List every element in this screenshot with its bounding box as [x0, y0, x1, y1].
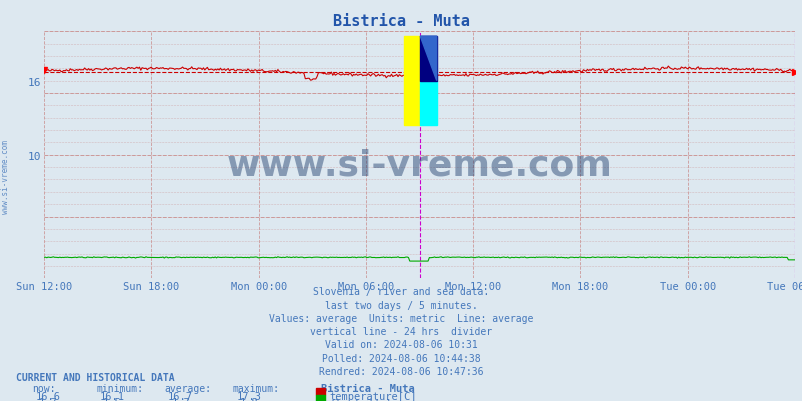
Text: 16.7: 16.7	[168, 391, 193, 401]
Text: flow[m3/s]: flow[m3/s]	[329, 397, 391, 401]
Text: minimum:: minimum:	[96, 383, 144, 393]
Text: CURRENT AND HISTORICAL DATA: CURRENT AND HISTORICAL DATA	[16, 372, 175, 382]
Bar	[419, 37, 436, 81]
Text: average:: average:	[164, 383, 212, 393]
Text: www.si-vreme.com: www.si-vreme.com	[1, 140, 10, 213]
Text: temperature[C]: temperature[C]	[329, 391, 416, 401]
Text: 16.1: 16.1	[99, 391, 125, 401]
Text: now:: now:	[32, 383, 55, 393]
Text: Values: average  Units: metric  Line: average: Values: average Units: metric Line: aver…	[269, 313, 533, 323]
Text: 1.5: 1.5	[103, 397, 122, 401]
Text: 17.3: 17.3	[236, 391, 261, 401]
Text: 16.6: 16.6	[35, 391, 61, 401]
Bar	[403, 37, 419, 126]
Text: 1.8: 1.8	[239, 397, 258, 401]
Polygon shape	[419, 37, 436, 81]
Text: vertical line - 24 hrs  divider: vertical line - 24 hrs divider	[310, 326, 492, 336]
Text: 1.7: 1.7	[38, 397, 58, 401]
Text: Polled: 2024-08-06 10:44:38: Polled: 2024-08-06 10:44:38	[322, 353, 480, 363]
Text: Rendred: 2024-08-06 10:47:36: Rendred: 2024-08-06 10:47:36	[319, 366, 483, 376]
Text: Valid on: 2024-08-06 10:31: Valid on: 2024-08-06 10:31	[325, 340, 477, 350]
Text: maximum:: maximum:	[233, 383, 280, 393]
Text: 1.7: 1.7	[171, 397, 190, 401]
Text: www.si-vreme.com: www.si-vreme.com	[226, 148, 612, 182]
Bar	[419, 81, 436, 126]
Text: last two days / 5 minutes.: last two days / 5 minutes.	[325, 300, 477, 310]
Text: Bistrica - Muta: Bistrica - Muta	[333, 14, 469, 29]
Text: Slovenia / river and sea data.: Slovenia / river and sea data.	[313, 287, 489, 297]
Text: Bistrica - Muta: Bistrica - Muta	[321, 383, 415, 393]
